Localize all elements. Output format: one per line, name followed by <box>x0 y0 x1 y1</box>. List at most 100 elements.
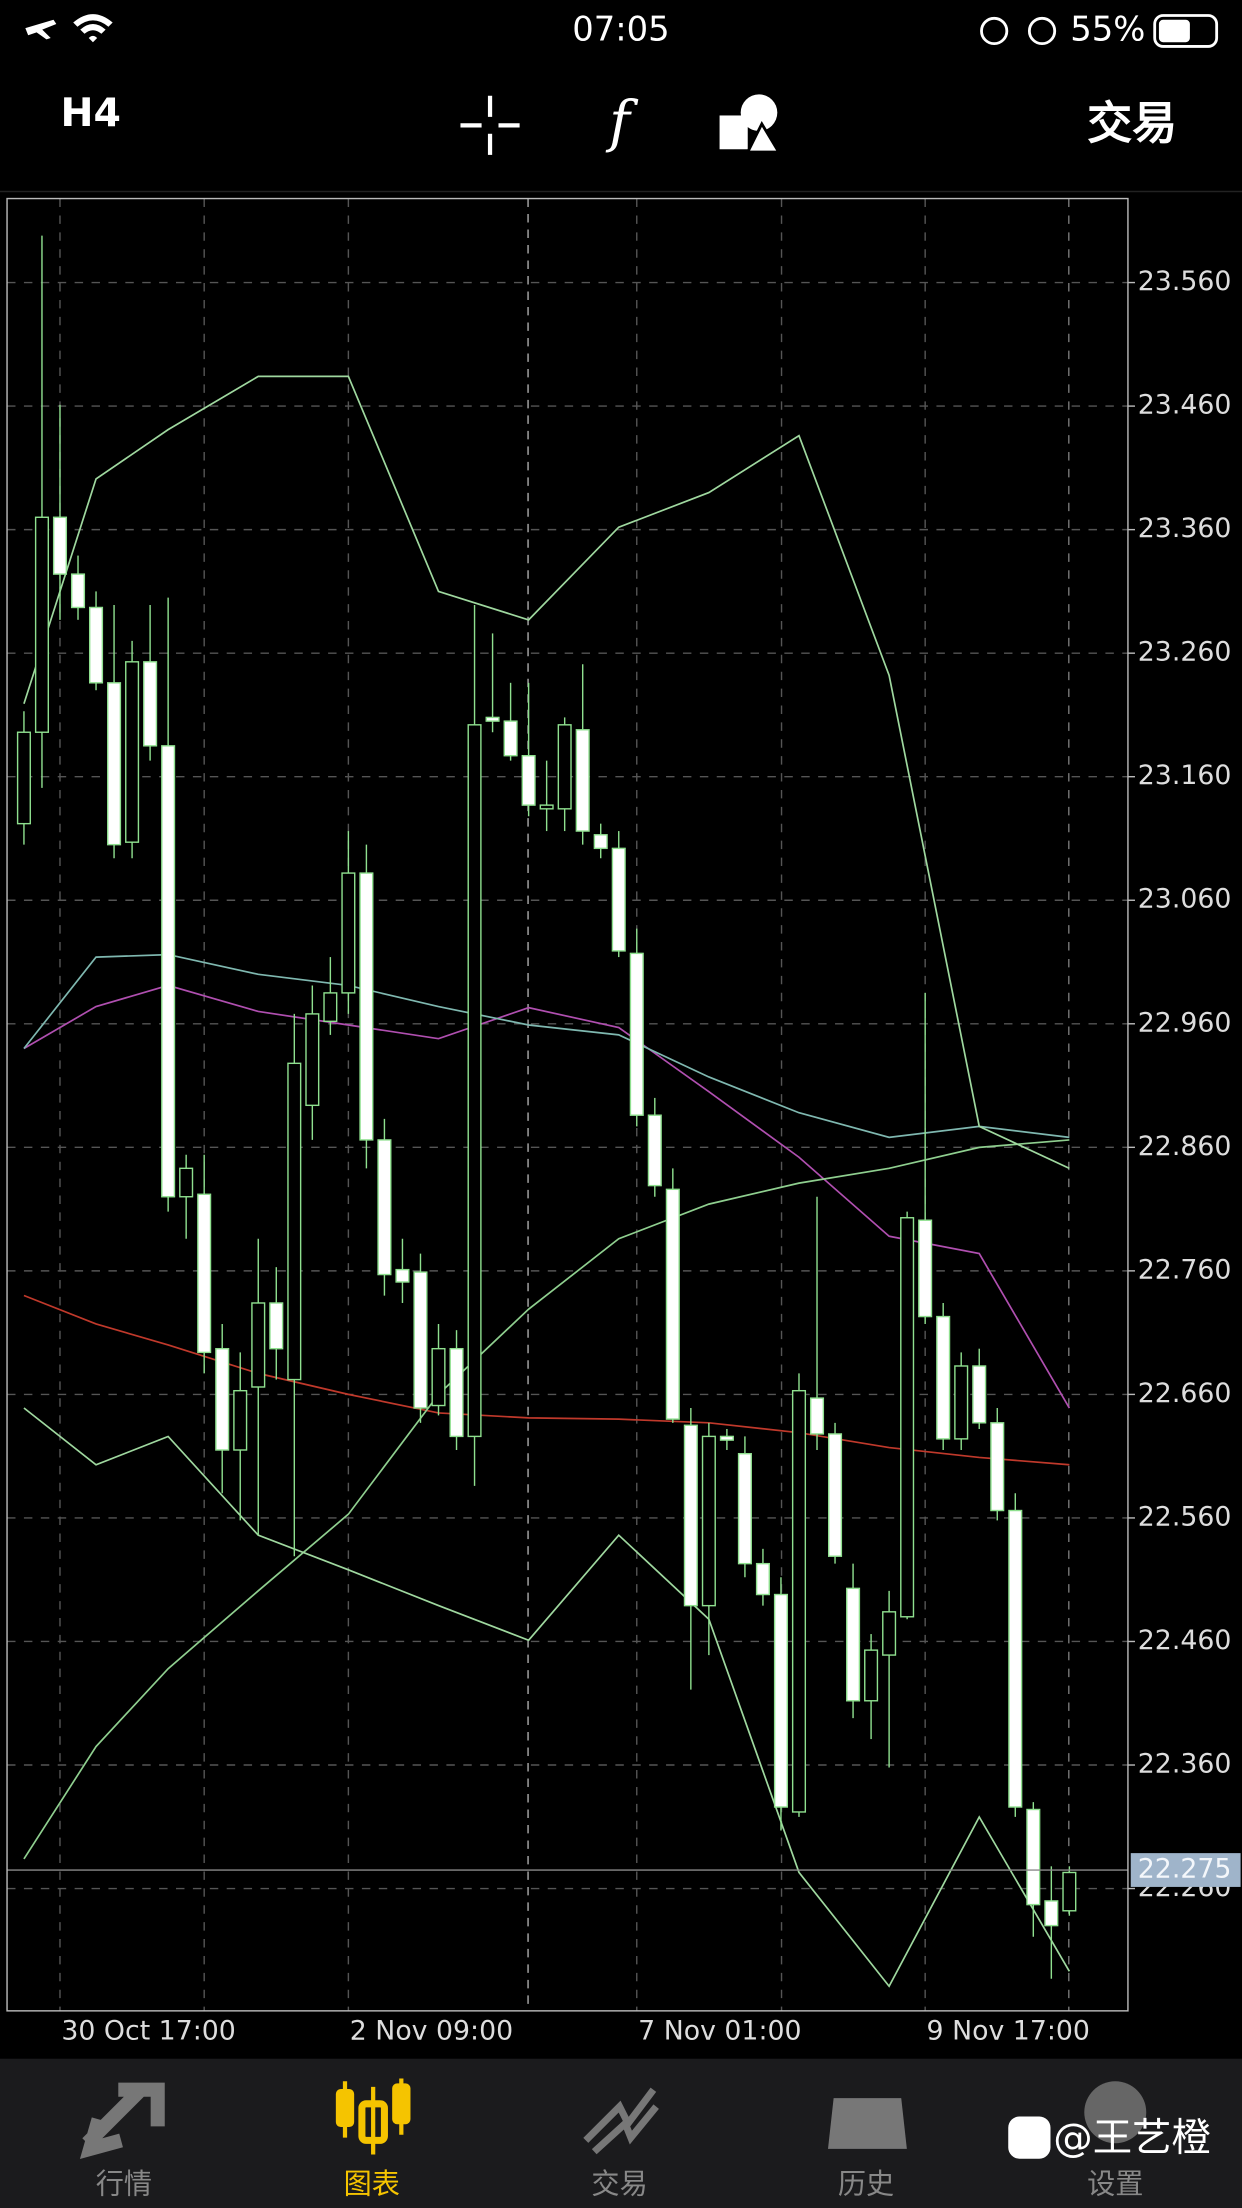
chart-icon <box>335 2078 411 2155</box>
crosshair-button[interactable] <box>460 95 520 155</box>
y-tick-label: 22.760 <box>1138 1254 1232 1285</box>
alarm-icon <box>1027 16 1057 46</box>
candle-body <box>88 606 104 684</box>
candle-body <box>503 720 518 757</box>
candle-body <box>323 992 338 1023</box>
candle-body <box>305 1013 320 1107</box>
x-tick-label: 7 Nov 01:00 <box>638 2015 801 2046</box>
candle-body <box>413 1271 428 1409</box>
candle-body <box>557 724 572 810</box>
indicator-line <box>23 1294 1070 1466</box>
candle-body <box>701 1435 716 1607</box>
chart: 22.26022.36022.46022.56022.66022.76022.8… <box>7 198 1241 2046</box>
tab-label[interactable]: 设置 <box>1087 2167 1143 2200</box>
objects-button[interactable] <box>719 94 782 154</box>
candle-body <box>683 1424 698 1607</box>
candle-body <box>395 1268 410 1283</box>
trade-icon <box>583 2087 659 2155</box>
y-tick-label: 22.660 <box>1138 1378 1232 1409</box>
y-tick-label: 23.160 <box>1138 760 1232 791</box>
indicator-line <box>23 1139 1070 1860</box>
candle-body <box>197 1193 212 1354</box>
candle-body <box>773 1593 789 1808</box>
candle-body <box>485 716 500 722</box>
y-tick-label: 23.360 <box>1138 513 1232 544</box>
airplane-icon <box>25 19 57 40</box>
candle-body <box>990 1422 1005 1512</box>
candle-body <box>359 872 374 1141</box>
x-tick-label: 9 Nov 17:00 <box>927 2015 1090 2046</box>
y-tick-label: 22.860 <box>1138 1131 1232 1162</box>
current-price-box <box>1130 1853 1241 1887</box>
indicator-line <box>23 375 1070 1170</box>
y-tick-label: 23.560 <box>1138 266 1232 297</box>
y-tick-label: 23.060 <box>1138 884 1232 915</box>
y-tick-label: 23.460 <box>1138 390 1232 421</box>
candle-body <box>233 1389 248 1451</box>
quotes-icon <box>79 2082 165 2159</box>
candle-body <box>719 1435 734 1441</box>
clock: 07:05 <box>572 9 669 48</box>
candle-body <box>179 1167 194 1198</box>
x-tick-label: 2 Nov 09:00 <box>350 2015 513 2046</box>
candle-body <box>737 1452 752 1565</box>
tab-label[interactable]: 交易 <box>591 2167 647 2200</box>
candle-body <box>846 1587 861 1702</box>
candle-body <box>972 1365 987 1424</box>
battery-icon <box>1153 14 1219 48</box>
candle-body <box>809 1397 825 1435</box>
plot-frame <box>6 197 1129 2012</box>
candle-body <box>954 1365 969 1440</box>
candle-body <box>161 745 176 1198</box>
candle-body <box>1026 1808 1041 1906</box>
timeframe-button[interactable]: H4 <box>61 90 121 136</box>
trade-button[interactable]: 交易 <box>1087 97 1177 150</box>
candle-body <box>1008 1509 1023 1808</box>
y-tick-label: 22.560 <box>1138 1501 1232 1532</box>
candle-body <box>900 1217 915 1618</box>
candle-body <box>431 1347 446 1407</box>
battery-percent: 55% <box>1070 9 1145 48</box>
tab-label[interactable]: 行情 <box>96 2167 152 2200</box>
candle-body <box>918 1219 933 1318</box>
candle-body <box>539 804 554 810</box>
candle-body <box>341 872 356 994</box>
candle-body <box>52 516 68 575</box>
candle-body <box>629 952 644 1116</box>
watermark-logo <box>1008 2116 1051 2159</box>
candle-body <box>611 847 626 952</box>
candle-body <box>377 1139 392 1276</box>
candle-body <box>828 1433 843 1557</box>
x-tick-label: 30 Oct 17:00 <box>61 2015 235 2046</box>
candle-body <box>70 573 86 609</box>
candle-body <box>936 1315 951 1440</box>
settings-icon <box>1084 2081 1147 2144</box>
y-tick-label: 22.360 <box>1138 1749 1232 1780</box>
tab-label-active[interactable]: 图表 <box>344 2167 400 2200</box>
current-price-label: 22.275 <box>1138 1854 1232 1885</box>
candle-body <box>251 1302 266 1388</box>
candle-body <box>791 1389 807 1813</box>
tab-label[interactable]: 历史 <box>838 2167 894 2200</box>
tab-bar: 行情 图表 交易 历史 设置 @王艺橙 <box>0 2058 1242 2208</box>
candle-body <box>1062 1871 1077 1912</box>
y-tick-label: 22.960 <box>1138 1007 1232 1038</box>
candle-body <box>143 661 158 747</box>
candle-body <box>521 755 536 806</box>
candle-body <box>34 516 50 733</box>
candle-body <box>864 1649 879 1702</box>
candle-body <box>755 1562 770 1596</box>
candle-body <box>593 834 608 850</box>
candle-body <box>16 731 31 825</box>
candle-body <box>1044 1900 1059 1927</box>
battery-level <box>1158 19 1190 43</box>
candle-body <box>665 1188 680 1420</box>
wifi-icon <box>73 14 113 43</box>
history-icon <box>828 2098 907 2149</box>
candle-body <box>107 682 122 846</box>
status-bar: 07:05 55% <box>25 9 1219 48</box>
lock-rotation-icon <box>980 16 1009 46</box>
